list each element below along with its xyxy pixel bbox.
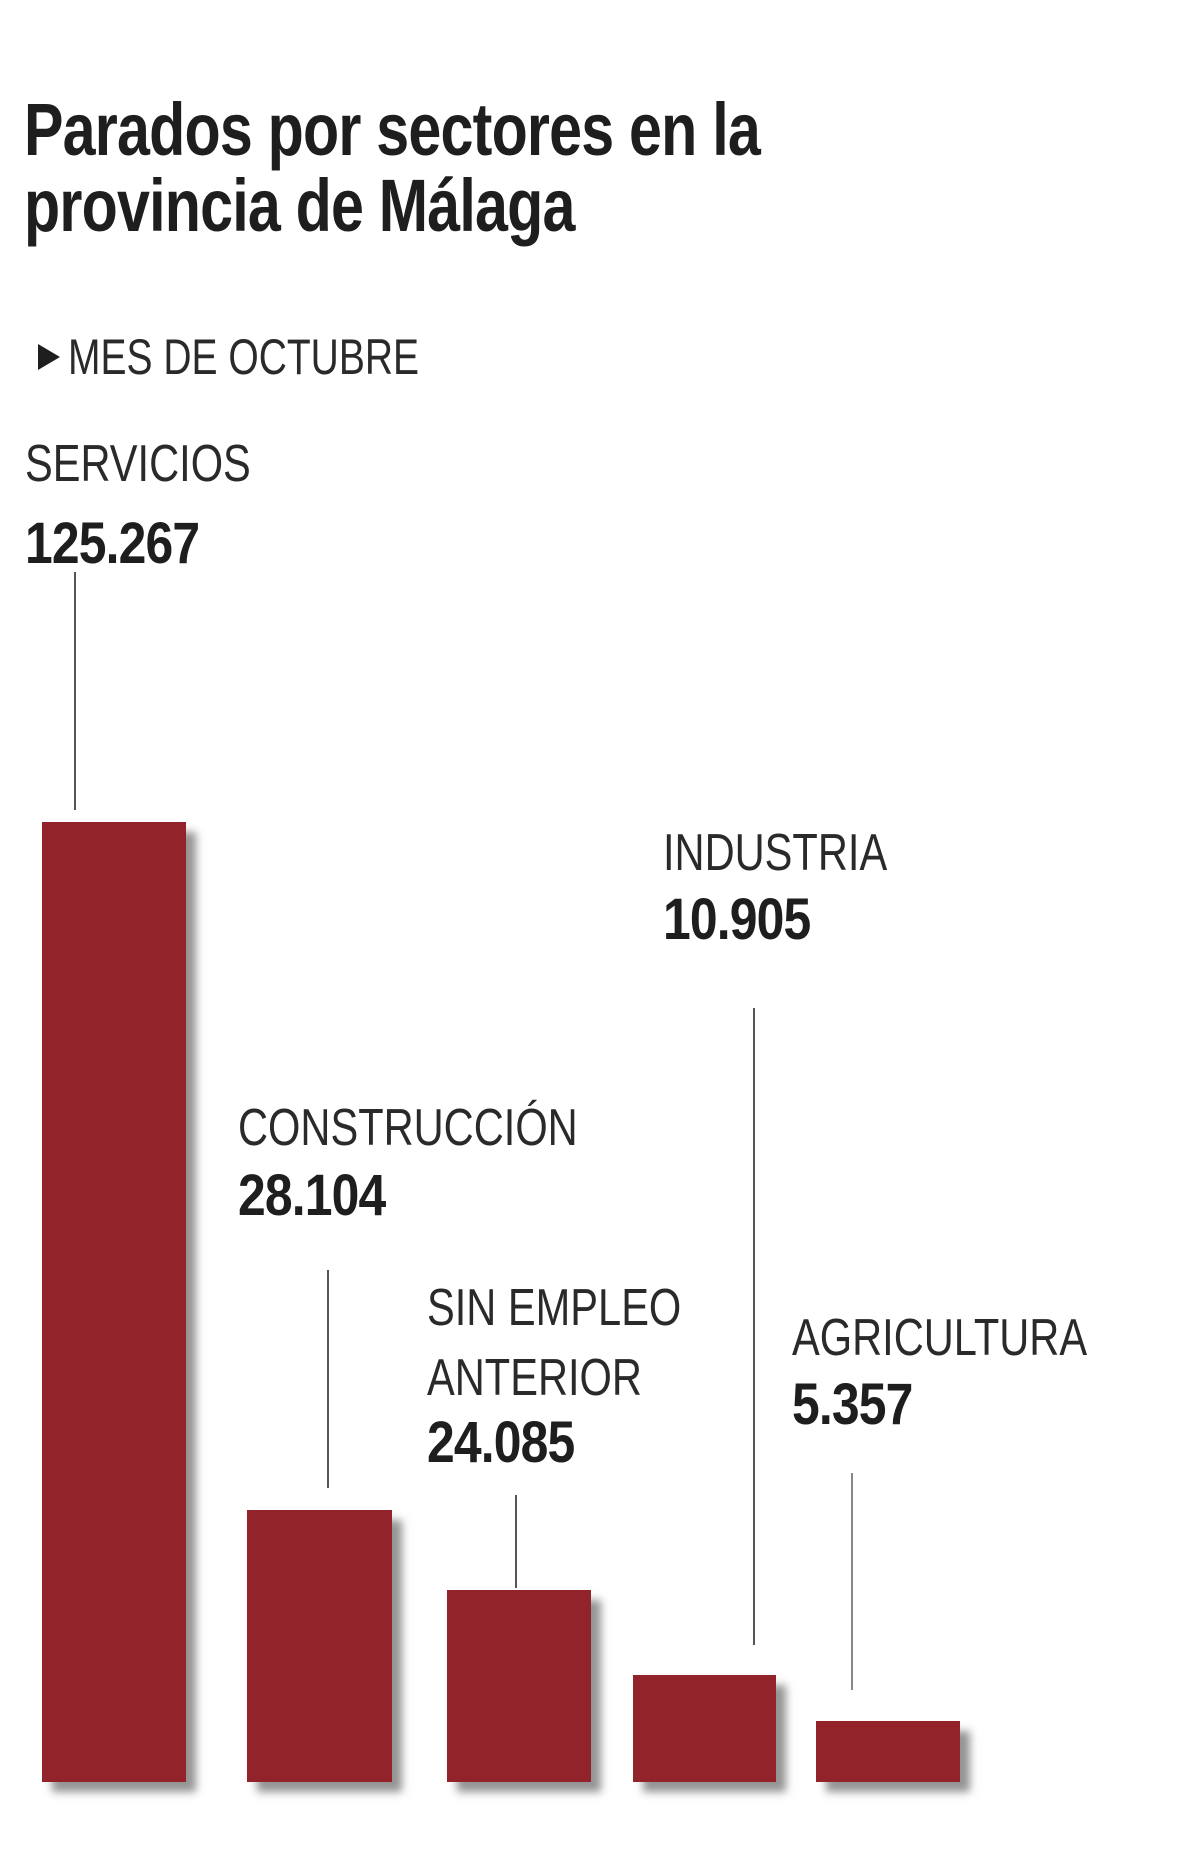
value-construccion: 28.104 — [238, 1163, 386, 1228]
chart-subtitle: MES DE OCTUBRE — [38, 332, 518, 382]
bar-servicios — [42, 822, 186, 1782]
label-agricultura: AGRICULTURA — [792, 1309, 1088, 1367]
value-sin-empleo: 24.085 — [427, 1410, 575, 1475]
leader-line-servicios — [74, 572, 76, 810]
leader-line-agricultura — [851, 1473, 853, 1690]
subtitle-text: MES DE OCTUBRE — [68, 329, 420, 385]
title-line-2: provincia de Málaga — [24, 164, 575, 247]
title-line-1: Parados por sectores en la — [24, 88, 761, 171]
play-triangle-icon — [38, 344, 60, 370]
label-construccion: CONSTRUCCIÓN — [238, 1099, 578, 1157]
label-sin-empleo-line-1: SIN EMPLEO — [427, 1279, 682, 1337]
bar-industria — [633, 1675, 776, 1782]
chart-title: Parados por sectores en la provincia de … — [24, 88, 761, 247]
leader-line-sin-empleo — [515, 1495, 517, 1588]
bar-construccion — [247, 1510, 392, 1782]
value-servicios: 125.267 — [25, 511, 200, 576]
leader-line-industria — [753, 1008, 755, 1645]
label-industria: INDUSTRIA — [663, 824, 888, 882]
label-servicios: SERVICIOS — [25, 435, 251, 493]
bar-sin-empleo-anterior — [447, 1590, 591, 1782]
value-agricultura: 5.357 — [792, 1372, 913, 1437]
leader-line-construccion — [327, 1270, 329, 1488]
label-sin-empleo-line-2: ANTERIOR — [427, 1349, 642, 1407]
value-industria: 10.905 — [663, 887, 811, 952]
bar-agricultura — [816, 1721, 960, 1782]
